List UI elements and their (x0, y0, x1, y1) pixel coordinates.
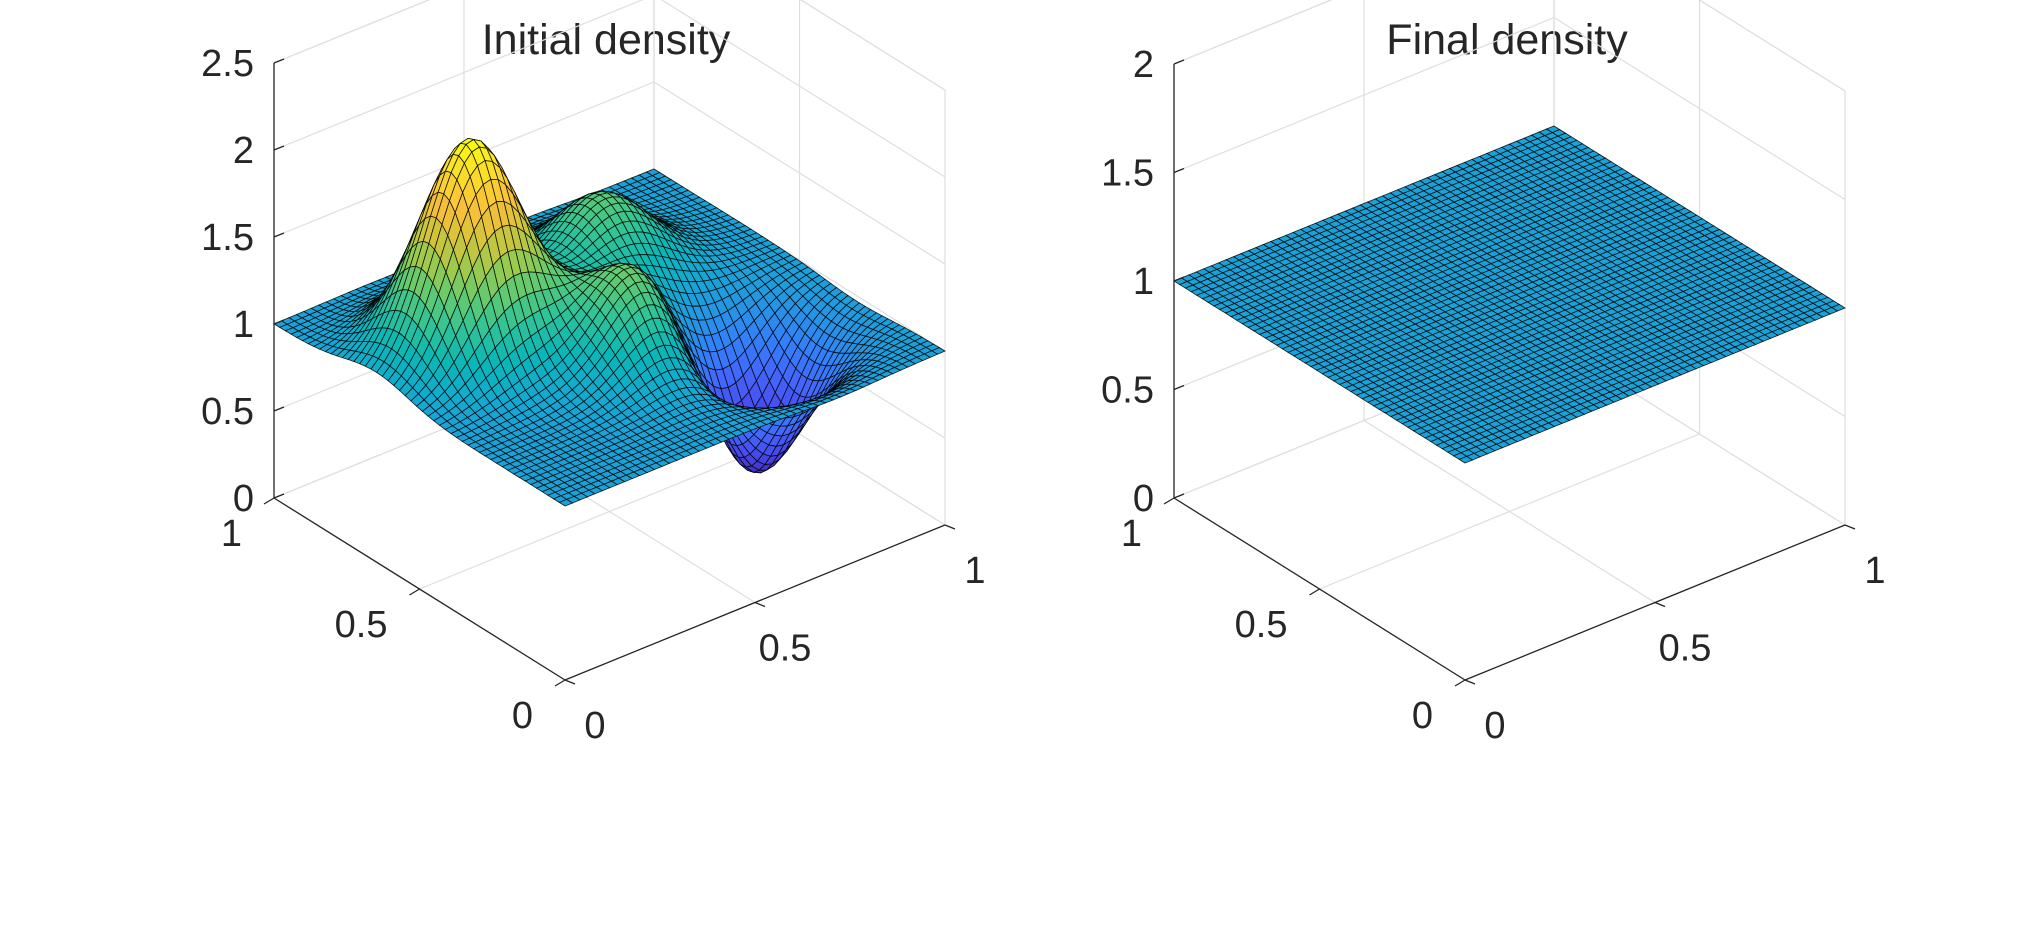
grid-line (1698, 0, 1846, 92)
z-tick-label: 0.5 (201, 391, 254, 433)
y-tick-mark (554, 679, 566, 687)
z-tick-label: 2.5 (201, 43, 254, 85)
grid-line (660, 0, 946, 178)
z-tick-mark (273, 319, 285, 325)
grid-line (1319, 433, 1700, 590)
x-tick-mark (564, 679, 576, 685)
y-tick-label: 0.5 (335, 604, 388, 646)
density-surface (1173, 125, 1846, 464)
grid-line (273, 0, 431, 64)
surface-cell (558, 498, 574, 507)
grid-line (653, 81, 946, 265)
grid-line (1553, 16, 1846, 201)
x-tick-label: 1 (964, 550, 985, 592)
y-tick-label: 1 (221, 513, 242, 555)
density-surface (273, 137, 946, 507)
y-tick-mark (409, 588, 420, 596)
plot-title: Final density (1386, 16, 1628, 64)
grid-line (273, 0, 644, 151)
z-tick-label: 1 (233, 304, 254, 346)
y-tick-label: 0 (512, 695, 533, 737)
z-tick-label: 1.5 (201, 217, 254, 259)
y-tick-mark (263, 497, 275, 505)
x-tick-label: 0 (584, 705, 605, 747)
grid-line (1173, 16, 1555, 174)
x-tick-mark (754, 601, 766, 608)
z-tick-mark (273, 232, 285, 238)
z-tick-mark (273, 493, 285, 499)
z-tick-label: 0 (233, 478, 254, 520)
x-tick-mark (944, 524, 956, 530)
z-tick-mark (273, 58, 285, 64)
plot-title: Initial density (482, 16, 731, 64)
z-tick-mark (273, 406, 285, 412)
grid-line (799, 0, 946, 91)
z-tick-mark (273, 145, 285, 151)
x-tick-label: 0.5 (759, 628, 812, 670)
z-tick-label: 2 (233, 130, 254, 172)
grid-line (1173, 0, 1333, 65)
